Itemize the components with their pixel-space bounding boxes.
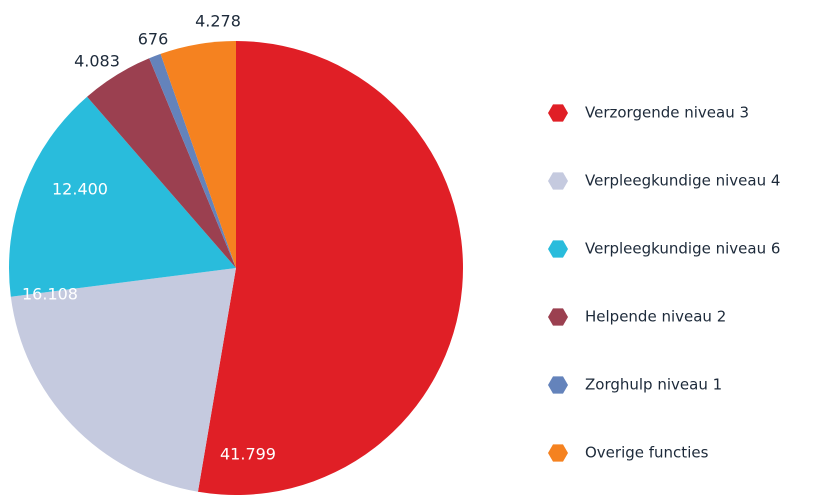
legend-label: Verpleegkundige niveau 4: [585, 172, 780, 190]
legend-marker: [548, 240, 568, 258]
pie-slice: [87, 58, 236, 269]
legend-label: Helpende niveau 2: [585, 308, 726, 326]
data-label: 12.400: [52, 180, 108, 199]
pie-slice: [160, 41, 236, 268]
data-label: 4.083: [74, 52, 120, 71]
legend-marker: [548, 308, 568, 326]
legend-marker: [548, 172, 568, 190]
legend-label: Verpleegkundige niveau 6: [585, 240, 780, 258]
legend-marker: [548, 444, 568, 462]
legend-label: Zorghulp niveau 1: [585, 376, 722, 394]
pie-slice: [9, 96, 237, 297]
legend-marker: [548, 376, 568, 394]
data-label: 16.108: [22, 285, 78, 304]
legend-label: Verzorgende niveau 3: [585, 104, 749, 122]
data-label: 676: [138, 30, 169, 49]
data-label: 4.278: [195, 12, 241, 31]
pie-slice: [197, 41, 463, 495]
pie-slice: [10, 268, 237, 492]
data-label: 41.799: [220, 445, 276, 464]
legend-marker: [548, 104, 568, 122]
pie-slice: [149, 53, 236, 268]
legend-label: Overige functies: [585, 444, 709, 462]
